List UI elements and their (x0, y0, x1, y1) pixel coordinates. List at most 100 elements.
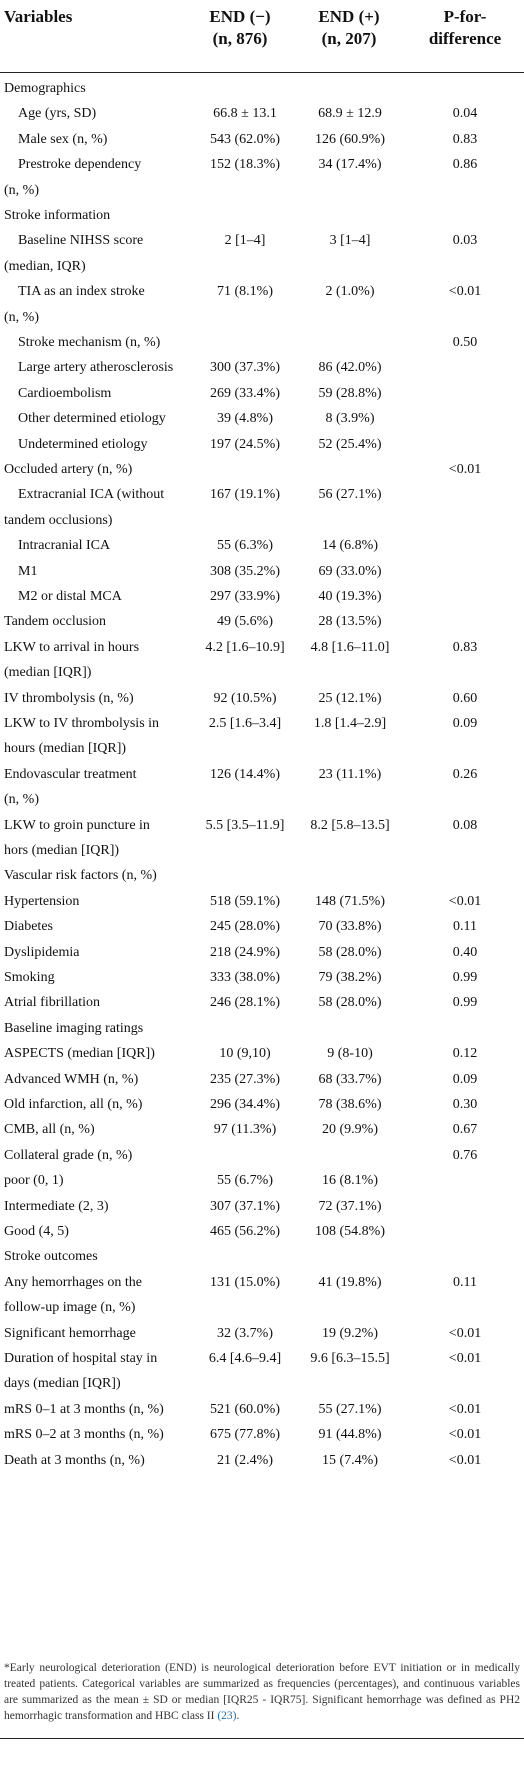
row-end-negative: 2.5 [1.6–3.4] (208, 716, 282, 731)
row-end-positive: 52 (25.4%) (318, 436, 382, 452)
row-variable: Good (4, 5) (4, 1224, 69, 1239)
row-variable: Prestroke dependency (18, 157, 142, 173)
row-p-value: 0.11 (453, 919, 477, 935)
row-end-negative: 66.8 ± 13.1 (213, 106, 277, 122)
row-p-value: 0.50 (452, 335, 478, 350)
row-end-negative: 246 (28.1%) (210, 995, 280, 1011)
row-variable: Diabetes (4, 919, 53, 935)
row-variable: Significant hemorrhage (4, 1325, 136, 1341)
row-variable: Demographics (4, 81, 86, 96)
row-p-value: 0.03 (452, 233, 478, 249)
row-end-negative: 92 (10.5%) (213, 690, 277, 706)
table-header: Variables END (−) (n, 876) END (+) (n, 2… (0, 0, 524, 72)
header-rule (0, 72, 524, 73)
row-variable: Other determined etiology (18, 411, 166, 427)
row-variable: Endovascular treatment (4, 766, 137, 782)
row-end-negative: 308 (35.2%) (210, 563, 280, 579)
row-p-value: 0.09 (452, 1071, 478, 1087)
row-p-value: 0.67 (452, 1122, 478, 1138)
row-end-positive: 8 (3.9%) (325, 411, 375, 427)
row-variable: Stroke outcomes (4, 1249, 98, 1265)
footnote-text: *Early neurological deterioration (END) … (4, 1662, 520, 1722)
header-end-negative: END (−) (n, 876) (209, 7, 271, 48)
row-variable: poor (0, 1) (4, 1173, 64, 1189)
row-end-negative: 131 (15.0%) (210, 1274, 280, 1290)
row-end-negative: 333 (38.0%) (210, 970, 280, 985)
row-variable: mRS 0–2 at 3 months (n, %) (4, 1427, 164, 1443)
row-end-negative: 49 (5.6%) (217, 614, 273, 630)
row-end-negative: 71 (8.1%) (217, 284, 273, 300)
row-end-positive: 8.2 [5.8–13.5] (310, 817, 390, 833)
row-p-value: 0.30 (452, 1097, 478, 1112)
row-variable: Occluded artery (n, %) (4, 462, 133, 477)
header-variables: Variables (4, 7, 73, 26)
row-end-negative: 296 (34.4%) (210, 1097, 280, 1112)
row-variable: TIA as an index stroke (18, 284, 145, 300)
row-end-positive: 126 (60.9%) (315, 131, 385, 147)
row-variable: (n, %) (4, 182, 39, 198)
footnote-end: . (236, 1710, 240, 1722)
row-end-positive: 68 (33.7%) (318, 1071, 382, 1087)
row-variable: Advanced WMH (n, %) (4, 1071, 139, 1087)
row-variable: tandem occlusions) (4, 512, 113, 528)
row-end-negative: 4.2 [1.6–10.9] (205, 639, 285, 655)
row-end-negative: 465 (56.2%) (210, 1224, 280, 1239)
row-end-positive: 148 (71.5%) (315, 893, 385, 909)
row-p-value: <0.01 (448, 1427, 482, 1443)
row-end-positive: 72 (37.1%) (318, 1198, 382, 1214)
row-p-value: 0.83 (452, 131, 478, 147)
row-variable: M2 or distal MCA (18, 589, 122, 604)
row-variable: follow-up image (n, %) (4, 1300, 136, 1316)
row-end-positive: 16 (8.1%) (322, 1173, 378, 1189)
citation-link[interactable]: (23) (217, 1710, 237, 1722)
row-p-value: 0.86 (452, 157, 478, 173)
row-end-positive: 28 (13.5%) (318, 614, 382, 630)
row-end-positive: 78 (38.6%) (318, 1097, 382, 1112)
row-variable: LKW to groin puncture in (4, 817, 150, 833)
row-end-negative: 521 (60.0%) (210, 1401, 280, 1417)
row-end-positive: 19 (9.2%) (322, 1325, 378, 1341)
row-p-value: 0.09 (452, 716, 478, 731)
row-variable: M1 (18, 563, 38, 579)
row-variable: (n, %) (4, 792, 39, 808)
row-end-positive: 1.8 [1.4–2.9] (313, 716, 387, 731)
row-variable: Extracranial ICA (without (18, 487, 165, 503)
row-variable: Stroke mechanism (n, %) (18, 335, 161, 350)
row-p-value: <0.01 (448, 893, 482, 909)
row-variable: (median [IQR]) (4, 665, 92, 681)
row-variable: (n, %) (4, 309, 39, 325)
row-variable: Intracranial ICA (18, 538, 111, 554)
row-variable: Death at 3 months (n, %) (4, 1452, 145, 1468)
row-variable: hours (median [IQR]) (4, 741, 127, 757)
row-end-negative: 39 (4.8%) (217, 411, 273, 427)
row-variable: Vascular risk factors (n, %) (4, 868, 157, 884)
row-p-value: 0.12 (452, 1046, 478, 1062)
row-end-positive: 15 (7.4%) (322, 1452, 378, 1468)
row-variable: Cardioembolism (18, 385, 112, 401)
header-end-positive: END (+) (n, 207) (318, 7, 380, 48)
row-end-positive: 108 (54.8%) (315, 1224, 385, 1239)
row-variable: CMB, all (n, %) (4, 1122, 95, 1138)
row-p-value: 0.26 (452, 766, 478, 782)
row-variable: LKW to IV thrombolysis in (4, 716, 160, 731)
row-end-negative: 10 (9,10) (219, 1046, 271, 1062)
row-p-value: 0.04 (452, 106, 478, 122)
row-end-positive: 4.8 [1.6–11.0] (310, 639, 390, 655)
row-p-value: 0.99 (452, 970, 478, 985)
row-end-positive: 2 (1.0%) (325, 284, 375, 300)
row-variable: Duration of hospital stay in (4, 1351, 158, 1366)
row-end-negative: 675 (77.8%) (210, 1427, 280, 1443)
row-variable: Tandem occlusion (4, 614, 107, 630)
header-p-value: P-for- difference (428, 7, 502, 48)
row-variable: days (median [IQR]) (4, 1376, 121, 1392)
row-variable: Large artery atherosclerosis (18, 360, 174, 376)
row-variable: Any hemorrhages on the (4, 1274, 143, 1290)
row-variable: ASPECTS (median [IQR]) (4, 1046, 155, 1062)
row-end-positive: 23 (11.1%) (318, 766, 382, 782)
row-end-negative: 197 (24.5%) (210, 436, 280, 452)
row-end-positive: 59 (28.8%) (318, 385, 382, 401)
row-p-value: <0.01 (448, 462, 482, 477)
row-end-negative: 32 (3.7%) (217, 1325, 273, 1341)
row-end-negative: 97 (11.3%) (213, 1122, 277, 1138)
row-variable: Baseline NIHSS score (18, 233, 144, 249)
